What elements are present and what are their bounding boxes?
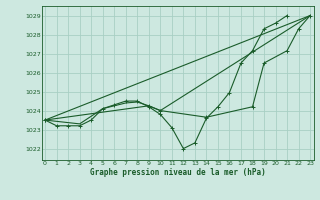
X-axis label: Graphe pression niveau de la mer (hPa): Graphe pression niveau de la mer (hPa) [90, 168, 266, 177]
